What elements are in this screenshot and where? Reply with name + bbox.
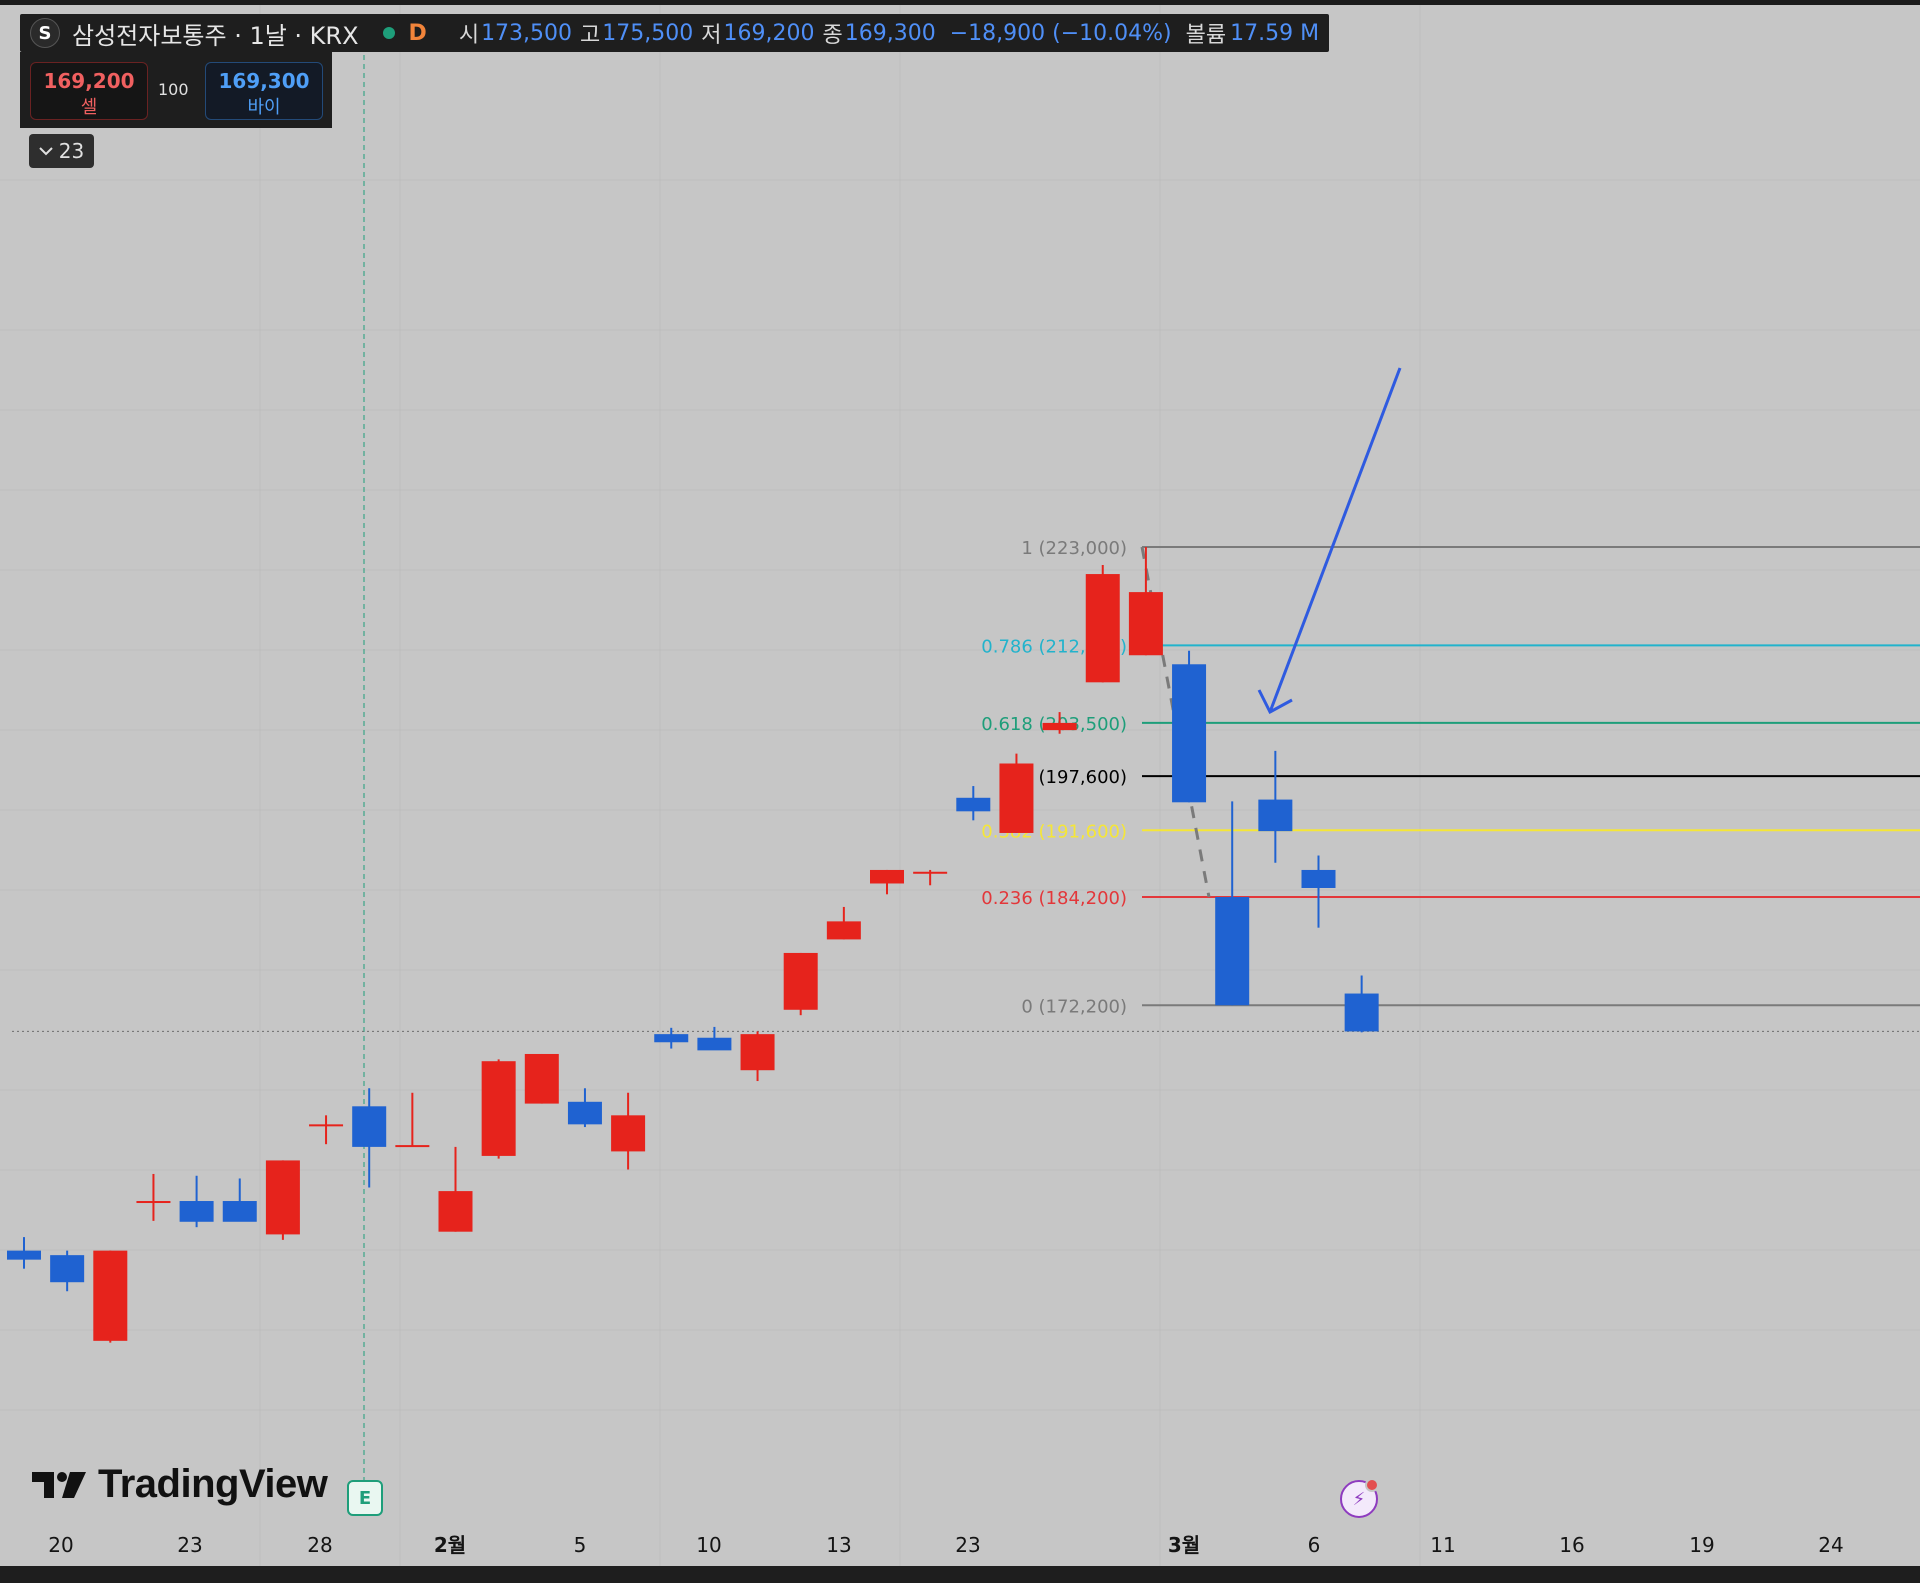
candle-body (1042, 722, 1077, 731)
ohlc-close-label: 종 (822, 23, 843, 48)
x-tick-label: 2월 (434, 1533, 466, 1557)
ohlc-open-label: 시 (458, 23, 480, 48)
candle-body (1128, 592, 1163, 656)
notification-dot-icon (1365, 1478, 1379, 1492)
fib-level-label: 1 (223,000) (1021, 538, 1127, 559)
trend-arrow (1257, 367, 1402, 715)
arrow-shaft (1268, 367, 1402, 713)
ohlc-high-label: 고 (580, 23, 601, 48)
candles-group (7, 547, 1379, 1343)
candle-body (611, 1115, 646, 1152)
candle-body (1344, 993, 1379, 1032)
sell-button[interactable]: 169,200 셀 (30, 62, 148, 120)
indicators-collapse-button[interactable]: 23 (29, 134, 94, 168)
x-tick-label: 24 (1818, 1533, 1843, 1557)
chart-grid (0, 5, 1920, 1566)
candle-body (567, 1101, 602, 1125)
fib-level-label: (197,600) (1039, 767, 1127, 788)
x-tick-label: 6 (1308, 1533, 1321, 1557)
candle-body (1258, 799, 1293, 832)
buy-button[interactable]: 169,300 바이 (205, 62, 323, 120)
fib-level-label: 0 (172,200) (1021, 996, 1127, 1017)
fib-level-label: 0.236 (184,200) (981, 888, 1127, 909)
x-tick-label: 5 (574, 1533, 587, 1557)
tradingview-mark-icon (32, 1471, 86, 1498)
earnings-marker-icon[interactable]: E (347, 1480, 383, 1516)
x-tick-label: 23 (177, 1533, 202, 1557)
candle-body (1215, 897, 1250, 1006)
candle-body (740, 1034, 775, 1071)
window-top-bar (0, 0, 1920, 5)
x-tick-label: 13 (826, 1533, 851, 1557)
candle-body (438, 1191, 473, 1232)
candle-body (309, 1124, 344, 1127)
candle-body (265, 1160, 300, 1235)
x-tick-label: 19 (1689, 1533, 1714, 1557)
candle-body (870, 869, 904, 884)
market-status-dot-icon (382, 27, 395, 39)
price-change: −18,900 (−10.04%) (949, 20, 1172, 46)
candle-body (913, 871, 948, 874)
candle-body (826, 921, 861, 940)
candle-body (697, 1037, 732, 1051)
ohlc-low-value: 169,200 (723, 20, 815, 46)
ohlc-close-value: 169,300 (844, 20, 936, 46)
sell-label: 셀 (80, 97, 98, 118)
x-tick-label: 28 (307, 1533, 332, 1557)
ohlc-high-value: 175,500 (602, 20, 694, 46)
x-tick-label: 11 (1430, 1533, 1455, 1557)
window-bottom-bar (0, 1566, 1920, 1583)
x-tick-label: 3월 (1168, 1533, 1200, 1557)
x-tick-label: 23 (955, 1533, 980, 1557)
candle-body (654, 1034, 689, 1043)
candle-body (999, 763, 1034, 833)
indicators-count: 23 (58, 139, 85, 163)
buy-label: 바이 (247, 97, 281, 118)
tradingview-logo[interactable]: TradingView (30, 1462, 328, 1507)
arrow-head (1257, 689, 1293, 715)
x-axis: 20 23 28 2월 5 10 13 23 3월 6 11 16 19 24 (48, 1533, 1843, 1557)
candle-body (50, 1255, 85, 1283)
order-quantity[interactable]: 100 (158, 80, 189, 99)
x-tick-label: 16 (1559, 1533, 1584, 1557)
candle-body (783, 952, 818, 1010)
sell-price: 169,200 (43, 69, 135, 93)
volume-label: 볼륨 (1185, 23, 1227, 48)
data-source-badge: D (408, 20, 427, 46)
volume-value: 17.59 M (1230, 20, 1320, 46)
candle-body (352, 1106, 387, 1147)
chevron-down-icon (39, 147, 53, 156)
ohlc-low-label: 저 (701, 23, 722, 48)
candle-body (1301, 869, 1336, 888)
candle-body (179, 1201, 214, 1222)
candle-body (1085, 574, 1120, 683)
symbol-legend: S 삼성전자보통주 · 1날 · KRX D 시 173,500 고 175,500… (20, 14, 1330, 52)
tradingview-wordmark: TradingView (98, 1462, 328, 1506)
candle-body (524, 1053, 559, 1104)
x-tick-label: 10 (696, 1533, 721, 1557)
candle-body (7, 1250, 41, 1260)
candle-body (395, 1145, 430, 1148)
trade-panel: 169,200 셀 100 169,300 바이 (20, 52, 332, 128)
ohlc-open-value: 173,500 (481, 20, 573, 46)
candle-body (481, 1061, 516, 1156)
candle-body (956, 797, 991, 812)
symbol-badge-icon[interactable]: S (30, 18, 60, 48)
candle-body (1172, 664, 1207, 803)
symbol-title[interactable]: 삼성전자보통주 · 1날 · KRX (72, 21, 359, 50)
fibonacci-retracement: 1 (223,000)0.786 (212,100)0.618 (203,500… (981, 538, 1920, 1017)
candle-body (222, 1201, 257, 1222)
x-tick-label: 20 (48, 1533, 73, 1557)
candle-body (93, 1250, 128, 1341)
buy-price: 169,300 (218, 69, 310, 93)
candle-body (136, 1201, 171, 1204)
